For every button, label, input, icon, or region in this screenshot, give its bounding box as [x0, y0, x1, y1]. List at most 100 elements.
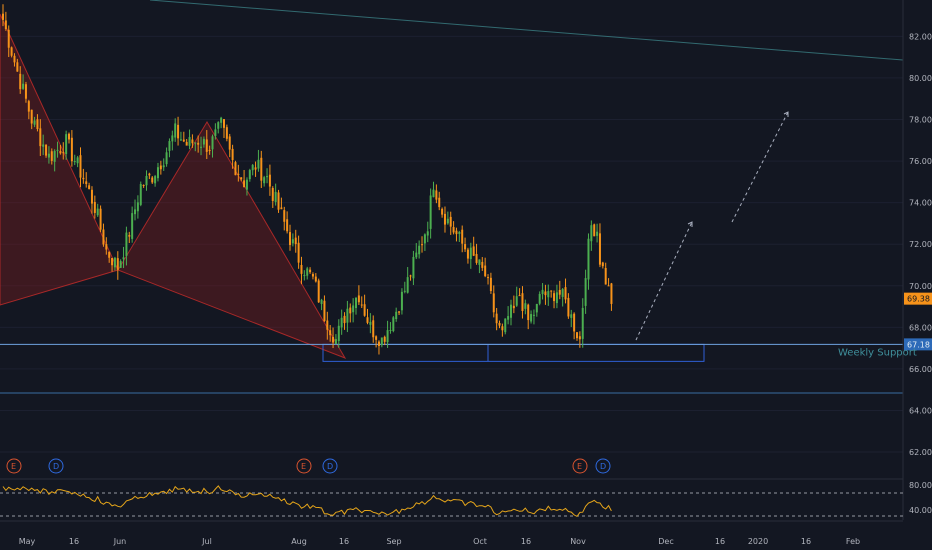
price-axis-panel [903, 0, 932, 550]
candle-body [240, 177, 243, 180]
candle-body [501, 326, 504, 331]
candle-body [481, 261, 484, 268]
candle-body [406, 277, 409, 293]
candle-body [492, 293, 495, 313]
candle-body [309, 269, 312, 273]
candle-body [375, 336, 378, 340]
candle-body [47, 153, 50, 158]
candle-body [222, 119, 225, 128]
candle-body [50, 151, 53, 161]
candle-body [142, 184, 145, 186]
candle-body [254, 167, 257, 170]
candle-body [498, 322, 501, 326]
candle-body [455, 230, 458, 235]
candle-body [395, 311, 398, 320]
candle-body [36, 119, 39, 130]
candle-body [125, 232, 128, 256]
candle-body [200, 146, 203, 148]
candle-body [59, 151, 62, 154]
candle-body [30, 109, 33, 124]
candle-body [326, 320, 329, 330]
candle-body [343, 315, 346, 324]
candle-body [561, 289, 564, 297]
candle-body [220, 117, 223, 123]
candle-body [432, 189, 435, 198]
candle-body [297, 242, 300, 263]
x-tick-label: Jun [113, 537, 127, 546]
support-price-badge [904, 338, 932, 351]
candle-body [211, 136, 214, 150]
candle-body [610, 283, 613, 304]
candle-body [225, 127, 228, 139]
candle-body [268, 174, 271, 187]
candle-body [24, 84, 27, 99]
candle-body [82, 177, 85, 180]
candle-body [102, 229, 105, 245]
candle-body [70, 137, 73, 162]
candle-body [168, 141, 171, 151]
candle-body [111, 257, 114, 266]
candle-body [317, 280, 320, 303]
candle-body [128, 235, 131, 237]
candle-body [311, 274, 314, 277]
candle-body [584, 278, 587, 306]
candle-body [139, 184, 142, 205]
candle-body [277, 192, 280, 210]
candle-body [73, 161, 76, 163]
candle-body [53, 150, 56, 162]
candle-body [65, 134, 68, 155]
candle-body [42, 144, 45, 147]
dividend-marker [595, 458, 611, 474]
candle-body [286, 219, 289, 232]
candle-body [607, 285, 610, 287]
candle-body [171, 135, 174, 142]
event-marker-label: E [577, 462, 582, 471]
candle-body [151, 177, 154, 183]
y-tick-label: 78.00 [909, 116, 932, 125]
candle-body [257, 159, 260, 169]
candle-body [504, 318, 507, 333]
candle-body [570, 314, 573, 318]
candle-body [245, 179, 248, 190]
candle-body [452, 227, 455, 233]
candle-body [108, 251, 111, 258]
candle-body [85, 181, 88, 185]
x-tick-label: 16 [69, 537, 79, 546]
y-tick-label: 64.00 [909, 406, 932, 415]
projection-dash-2 [731, 111, 789, 223]
candle-body [39, 128, 42, 147]
candle-body [596, 231, 599, 236]
earnings-marker [296, 458, 312, 474]
candle-body [280, 207, 283, 210]
candle-body [263, 177, 266, 184]
candle-body [303, 275, 306, 277]
candle-body [243, 180, 246, 188]
x-tick-label: 16 [339, 537, 349, 546]
candle-body [174, 123, 177, 138]
candle-body [400, 291, 403, 311]
candle-body [555, 292, 558, 304]
candle-body [383, 336, 386, 342]
candle-body [512, 305, 515, 309]
candle-body [475, 253, 478, 263]
y-tick-label: 82.00 [909, 32, 932, 41]
y-tick-label: 68.00 [909, 323, 932, 332]
x-tick-label: Jul [201, 537, 212, 546]
candle-body [464, 244, 467, 250]
event-marker-label: D [327, 462, 333, 471]
x-tick-label: Oct [473, 537, 487, 546]
candle-body [604, 267, 607, 285]
candle-body [99, 208, 102, 230]
candle-body [346, 308, 349, 323]
rsi-line [2, 485, 612, 518]
candle-body [300, 265, 303, 274]
y-tick-label: 80.00 [909, 74, 932, 83]
candle-body [185, 141, 188, 146]
y-tick-label: 74.00 [909, 199, 932, 208]
candle-body [429, 195, 432, 229]
candle-body [515, 296, 518, 306]
candle-body [449, 216, 452, 227]
candle-body [19, 73, 22, 90]
candle-body [518, 295, 521, 297]
